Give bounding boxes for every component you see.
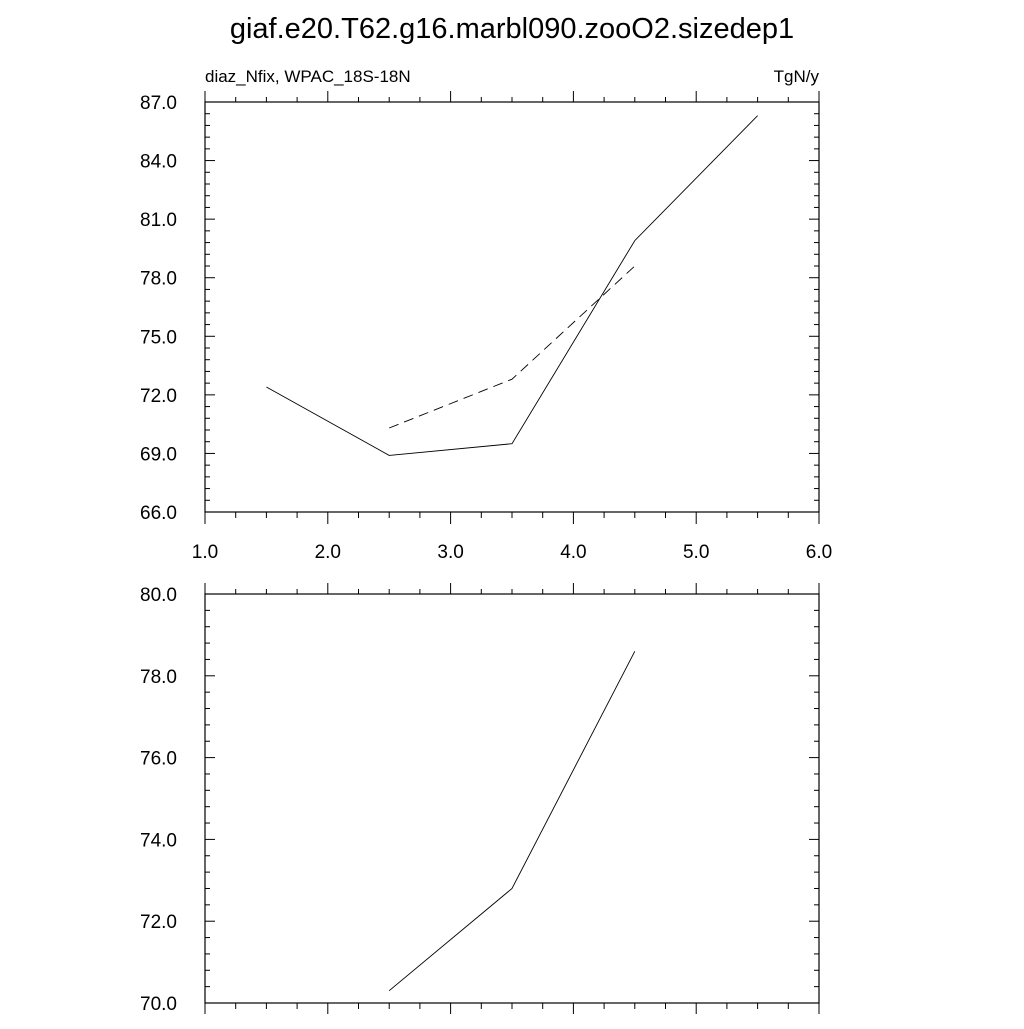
series-line-solid	[388, 651, 636, 992]
y-tick-label: 84.0	[140, 152, 177, 173]
top-panel: 66.0 69.0 72.0 75.0 78.0 81.0 84.0 87.0 1.0 2.0 3.…	[140, 91, 832, 563]
y-tick-label: 69.0	[140, 444, 177, 465]
plot-frame	[204, 101, 820, 513]
y-tick-label: 66.0	[140, 503, 177, 524]
y-tick-label: 81.0	[140, 210, 177, 231]
y-tick-label: 78.0	[140, 269, 177, 290]
x-tick-label: 2.0	[315, 542, 341, 563]
x-tick-label: 3.0	[437, 542, 463, 563]
y-tick-label: 72.0	[140, 912, 177, 933]
plot-frame	[204, 593, 820, 1004]
y-tick-label: 87.0	[140, 93, 177, 114]
y-tick-label: 80.0	[140, 585, 177, 606]
x-tick-label: 6.0	[806, 542, 832, 563]
y-tick-label: 70.0	[140, 994, 177, 1015]
x-tick-label: 1.0	[192, 542, 218, 563]
y-tick-label: 74.0	[140, 830, 177, 851]
y-tick-label: 75.0	[140, 327, 177, 348]
y-tick-label: 76.0	[140, 749, 177, 770]
series-line-dashed	[389, 265, 636, 429]
panel-left-label: diaz_Nfix, WPAC_18S-18N	[205, 67, 411, 86]
bottom-panel: 70.0 72.0 74.0 76.0 78.0 80.0	[140, 583, 820, 1015]
panel-units-label: TgN/y	[774, 67, 820, 86]
x-tick-label: 4.0	[560, 542, 586, 563]
series-line-solid	[266, 115, 758, 456]
x-tick-label: 5.0	[683, 542, 709, 563]
y-tick-label: 78.0	[140, 667, 177, 688]
y-tick-label: 72.0	[140, 386, 177, 407]
chart-title: giaf.e20.T62.g16.marbl090.zooO2.sizedep1	[230, 13, 794, 45]
